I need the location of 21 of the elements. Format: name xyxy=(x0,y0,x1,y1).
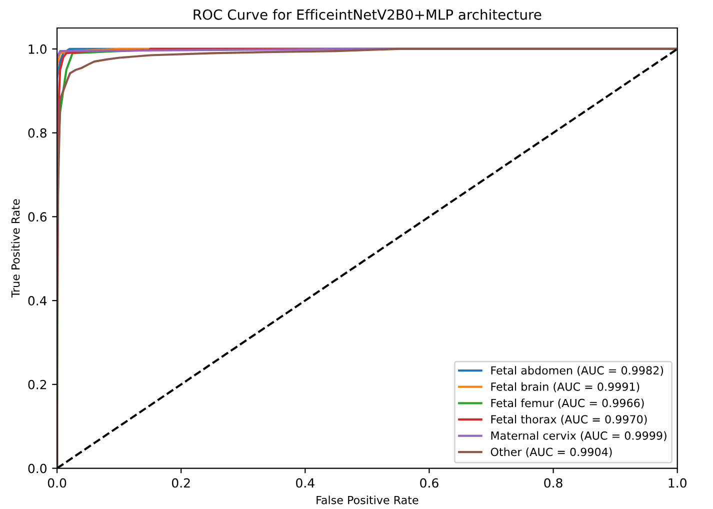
y-tick-label: 0.0 xyxy=(28,464,46,474)
x-tick-label: 0.4 xyxy=(296,478,314,488)
y-tick-label: 0.2 xyxy=(28,380,46,390)
y-tick-label: 0.8 xyxy=(28,128,46,138)
y-tick-label: 0.6 xyxy=(28,212,47,222)
x-tick-label: 0.8 xyxy=(544,478,562,488)
x-tick-label: 0.2 xyxy=(172,478,190,488)
legend-label: Fetal brain (AUC = 0.9991) xyxy=(491,382,640,392)
legend-label: Fetal abdomen (AUC = 0.9982) xyxy=(491,366,664,376)
x-axis-title: False Positive Rate xyxy=(316,496,418,504)
legend-label: Fetal femur (AUC = 0.9966) xyxy=(491,398,644,409)
x-tick-label: 0.6 xyxy=(420,478,438,488)
legend-label: Other (AUC = 0.9904) xyxy=(490,448,612,458)
chart-title: ROC Curve for EfficeintNetV2B0+MLP architecture xyxy=(194,9,542,20)
x-tick-label: 1.0 xyxy=(668,478,686,488)
y-tick-label: 1.0 xyxy=(28,44,46,54)
y-axis-title: True Positive Rate xyxy=(11,199,20,298)
legend-label: Maternal cervix (AUC = 0.9999) xyxy=(491,431,666,442)
y-tick-label: 0.4 xyxy=(28,296,47,306)
x-tick-label: 0.0 xyxy=(48,478,66,488)
legend-label: Fetal thorax (AUC = 0.9970) xyxy=(491,414,647,425)
